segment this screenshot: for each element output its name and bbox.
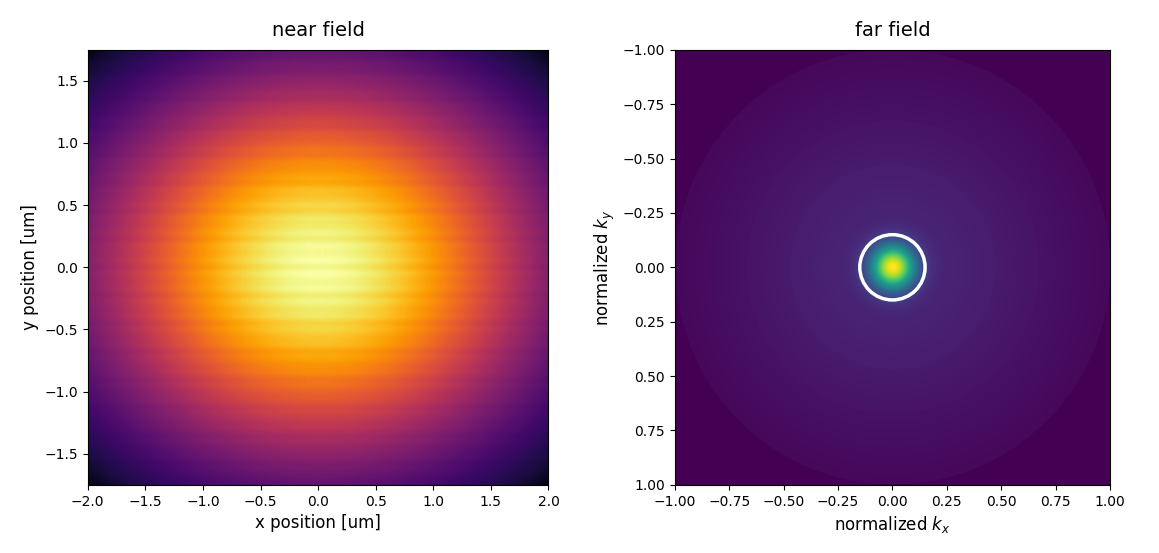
X-axis label: normalized $k_x$: normalized $k_x$ [834,514,950,535]
Title: near field: near field [271,21,365,40]
Y-axis label: y position [um]: y position [um] [21,205,39,330]
X-axis label: x position [um]: x position [um] [255,514,381,532]
Title: far field: far field [854,21,931,40]
Y-axis label: normalized $k_y$: normalized $k_y$ [593,209,618,326]
